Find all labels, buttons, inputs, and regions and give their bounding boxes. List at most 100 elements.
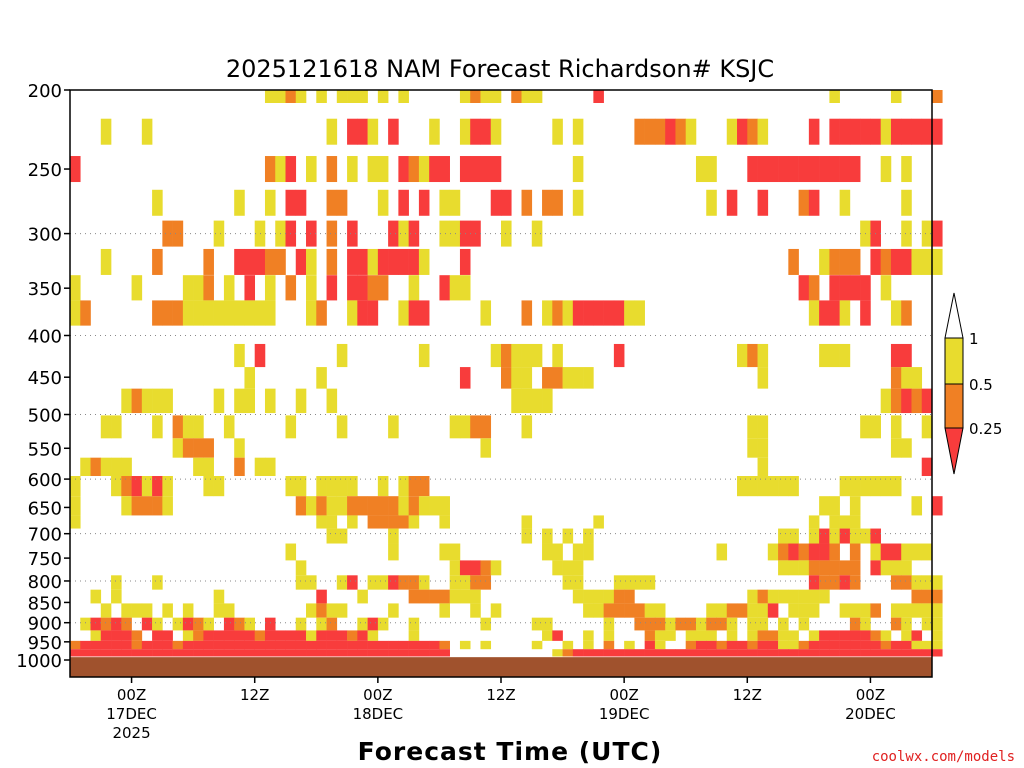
heatmap-cell	[860, 275, 871, 301]
heatmap-cell	[326, 476, 338, 497]
heatmap-cell	[357, 617, 368, 631]
heatmap-cell	[860, 300, 871, 326]
heatmap-cell	[203, 640, 214, 650]
heatmap-cell	[264, 640, 276, 650]
heatmap-cell	[90, 649, 102, 657]
heatmap-cell	[418, 476, 430, 497]
heatmap-cell	[162, 603, 173, 618]
heatmap-cell	[388, 575, 399, 590]
heatmap-cell	[347, 649, 358, 657]
heatmap-cell	[654, 649, 666, 657]
heatmap-cell	[357, 248, 368, 275]
heatmap-cell	[203, 300, 214, 326]
legend-label: 0.25	[969, 420, 1002, 438]
heatmap-cell	[778, 528, 789, 544]
heatmap-cell	[737, 649, 748, 657]
heatmap-cell	[449, 575, 461, 590]
heatmap-cell	[182, 617, 194, 631]
y-tick-label: 950	[28, 633, 62, 654]
heatmap-cell	[172, 438, 184, 458]
heatmap-cell	[223, 649, 235, 657]
heatmap-cell	[367, 275, 379, 301]
heatmap-cell	[223, 617, 235, 631]
heatmap-cell	[798, 275, 810, 301]
heatmap-cell	[357, 496, 368, 516]
heatmap-cell	[593, 589, 604, 604]
heatmap-cell	[90, 617, 102, 631]
heatmap-cell	[264, 248, 276, 275]
heatmap-cell	[808, 275, 820, 301]
heatmap-cell	[377, 575, 389, 590]
heatmap-cell	[295, 388, 307, 414]
heatmap-cell	[788, 476, 799, 497]
x-tick-year-label: 2025	[112, 724, 150, 742]
heatmap-cell	[254, 343, 266, 368]
heatmap-cell	[203, 248, 214, 275]
heatmap-cell	[316, 90, 327, 103]
heatmap-cell	[613, 343, 625, 368]
heatmap-cell	[254, 248, 266, 275]
heatmap-cell	[490, 603, 502, 618]
heatmap-cell	[336, 649, 348, 657]
heatmap-cell	[172, 649, 184, 657]
heatmap-cell	[829, 118, 840, 145]
heatmap-cell	[223, 275, 235, 301]
y-axis: 200 250 300 350 400 450 500 550 600 650 700 7508008…	[16, 81, 70, 672]
heatmap-cell	[388, 640, 399, 650]
heatmap-cell	[747, 476, 758, 497]
heatmap-cell	[695, 617, 707, 631]
heatmap-cell	[757, 118, 769, 145]
heatmap-cell	[470, 118, 481, 145]
heatmap-cell	[316, 476, 327, 497]
heatmap-cell	[70, 156, 81, 183]
heatmap-cell	[408, 496, 420, 516]
heatmap-cell	[521, 300, 533, 326]
heatmap-cell	[244, 248, 256, 275]
heatmap-cell	[685, 118, 697, 145]
heatmap-cell	[295, 617, 307, 631]
heatmap-cell	[295, 560, 307, 576]
heatmap-cell	[849, 640, 861, 650]
heatmap-cell	[100, 118, 112, 145]
heatmap-cell	[860, 603, 871, 618]
heatmap-cell	[870, 560, 881, 576]
heatmap-cell	[193, 457, 204, 477]
heatmap-cell	[613, 603, 625, 618]
heatmap-cell	[747, 589, 758, 604]
heatmap-cell	[326, 220, 338, 247]
heatmap-cell	[377, 496, 389, 516]
heatmap-cell	[459, 560, 471, 576]
heatmap-cell	[849, 476, 861, 497]
x-tick-label: 12Z	[486, 686, 515, 704]
heatmap-cell	[911, 589, 923, 604]
heatmap-cell	[603, 617, 615, 631]
heatmap-cell	[480, 118, 492, 145]
heatmap-cell	[829, 528, 840, 544]
heatmap-cell	[747, 438, 758, 458]
heatmap-cell	[849, 496, 861, 516]
heatmap-cell	[285, 90, 297, 103]
heatmap-cell	[890, 343, 902, 368]
heatmap-cell	[511, 388, 522, 414]
heatmap-cell	[100, 457, 112, 477]
heatmap-cell	[685, 649, 697, 657]
heatmap-cell	[141, 118, 153, 145]
heatmap-cell	[388, 528, 399, 544]
heatmap-cell	[70, 476, 81, 497]
heatmap-cell	[449, 589, 461, 604]
heatmap-cell	[839, 275, 851, 301]
heatmap-cell	[357, 300, 368, 326]
heatmap-cell	[932, 640, 943, 650]
heatmap-cell	[162, 640, 173, 650]
heatmap-cell	[203, 630, 214, 641]
heatmap-cell	[429, 640, 440, 650]
heatmap-cell	[439, 640, 450, 650]
heatmap-cell	[295, 630, 307, 641]
heatmap-cell	[788, 603, 799, 618]
x-tick-label: 00Z	[856, 686, 885, 704]
heatmap-cell	[870, 640, 881, 650]
heatmap-cell	[459, 275, 471, 301]
heatmap-cell	[932, 118, 943, 145]
heatmap-cell	[439, 220, 450, 247]
heatmap-cell	[726, 189, 738, 216]
